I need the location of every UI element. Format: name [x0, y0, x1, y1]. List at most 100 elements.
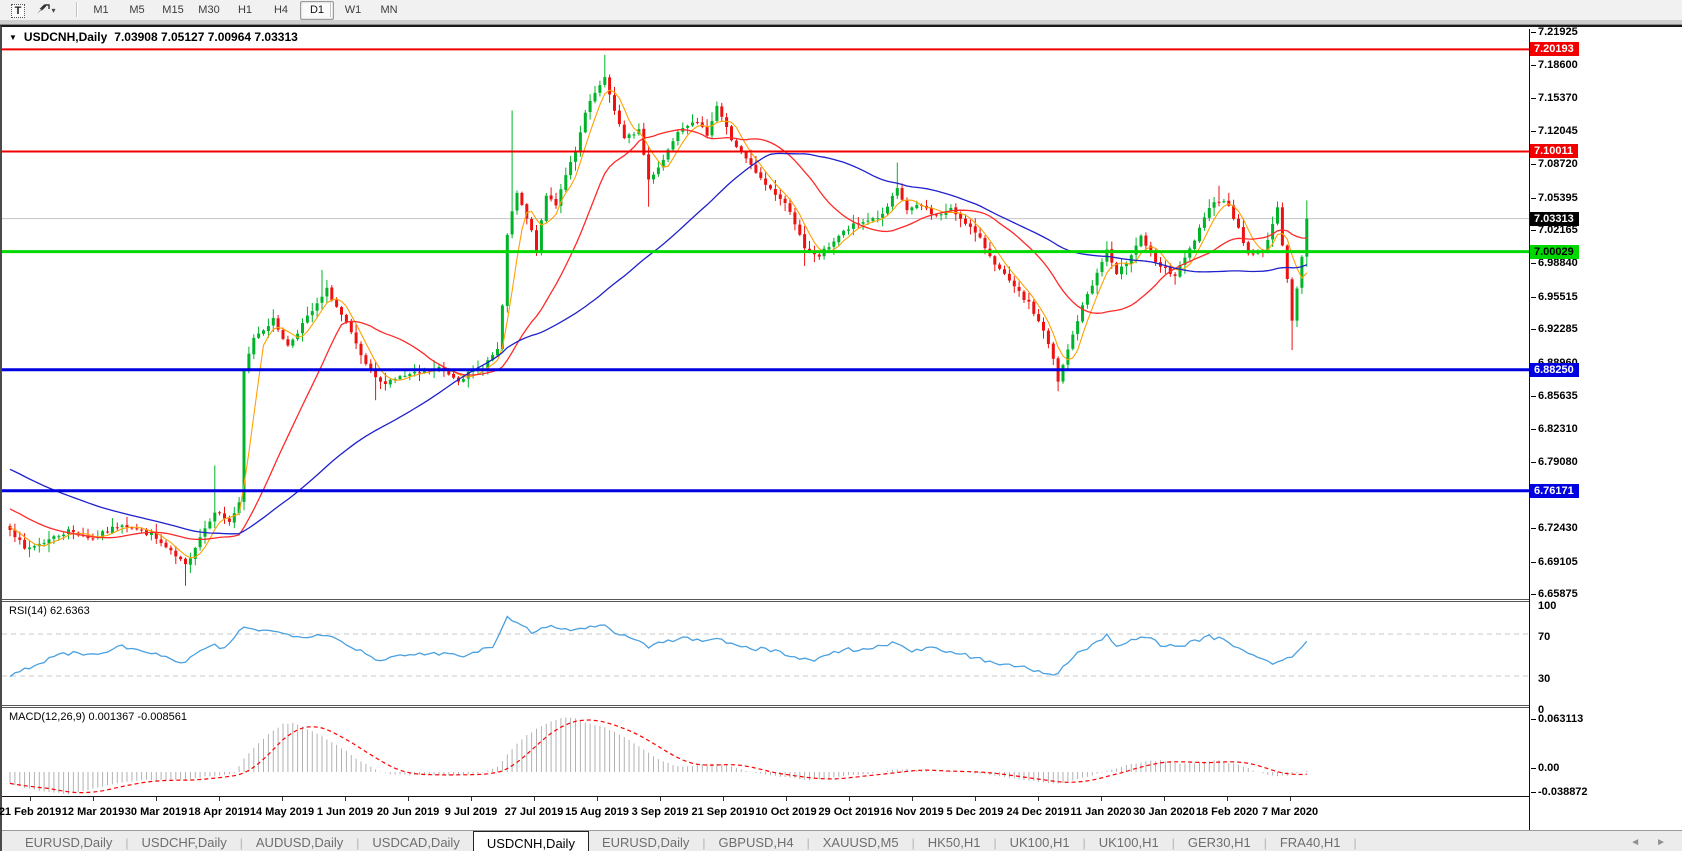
macd-scale-label: -0.038872: [1538, 786, 1588, 798]
scale-tick: [1531, 396, 1536, 397]
timeframe-button-mn[interactable]: MN: [380, 4, 398, 16]
date-label: 18 Feb 2020: [1195, 806, 1259, 818]
date-label: 5 Dec 2019: [946, 806, 1004, 818]
tab-scroll-right-icon[interactable]: ►: [1656, 837, 1666, 848]
tab-scroll-left-icon[interactable]: ◄: [1630, 837, 1641, 848]
chart-tab-xauusd-m5[interactable]: XAUUSD,M5: [822, 835, 899, 850]
scale-tick: [1531, 768, 1536, 769]
dropdown-caret-icon: ▾: [51, 6, 56, 15]
scale-tick-label: 7.15370: [1538, 92, 1578, 104]
timeframe-button-d1[interactable]: D1: [300, 1, 334, 20]
chart-ohlc-values: 7.03908 7.05127 7.00964 7.03313: [114, 30, 298, 44]
timeframe-button-h4[interactable]: H4: [273, 4, 289, 16]
scale-tick-label: 7.08720: [1538, 158, 1578, 170]
date-label: 12 Mar 2019: [61, 806, 125, 818]
date-tick: [975, 797, 976, 801]
date-tick: [30, 797, 31, 801]
tabs: EURUSD,Daily | USDCHF,Daily | AUDUSD,Daily | U…: [12, 831, 1357, 851]
chart-tab-ger30-h1[interactable]: GER30,H1: [1187, 835, 1251, 850]
date-label: 7 Mar 2020: [1261, 806, 1319, 818]
tab-separator: |: [239, 835, 243, 850]
chart-tab-usdcnh-daily[interactable]: USDCNH,Daily: [472, 831, 589, 851]
chart-tab-gbpusd-h4[interactable]: GBPUSD,H4: [718, 835, 794, 850]
scale-tick: [1531, 429, 1536, 430]
date-tick: [849, 797, 850, 801]
chart-tab-audusd-daily[interactable]: AUDUSD,Daily: [255, 835, 344, 850]
date-tick: [912, 797, 913, 801]
date-label: 30 Jan 2020: [1133, 806, 1195, 818]
date-label: 21 Feb 2019: [0, 806, 62, 818]
timeframe-button-w1[interactable]: W1: [344, 4, 362, 16]
level-price-badge: 7.20193: [1530, 42, 1579, 56]
top-toolbar: T ▾ M1 M5 M15 M30 H1 H4 D1 W1 MN: [0, 0, 1682, 20]
level-price-badge: 7.00029: [1530, 245, 1579, 259]
scale-tick-label: 6.85635: [1538, 390, 1578, 402]
date-label: 1 Jun 2019: [316, 806, 374, 818]
scale-tick-label: 7.21925: [1538, 26, 1578, 38]
date-label: 20 Jun 2019: [376, 806, 440, 818]
arrows-tool-button[interactable]: ▾: [34, 1, 70, 20]
chart-symbol-label: USDCNH,Daily: [23, 30, 108, 44]
date-tick: [534, 797, 535, 801]
chart-tab-uk100-h1[interactable]: UK100,H1: [1009, 835, 1070, 850]
scale-tick: [1531, 230, 1536, 231]
date-tick: [93, 797, 94, 801]
tab-separator: |: [1171, 835, 1175, 850]
rsi-scale-label: 100: [1538, 600, 1557, 612]
scale-tick: [1531, 528, 1536, 529]
scale-tick-label: 6.65875: [1538, 588, 1578, 600]
arrows-icon: [37, 4, 50, 14]
date-tick: [471, 797, 472, 801]
tab-separator: |: [125, 835, 129, 850]
scale-tick: [1531, 562, 1536, 563]
timeframe-button-m15[interactable]: M15: [162, 4, 184, 16]
chart-tab-fra40-h1[interactable]: FRA40,H1: [1279, 835, 1341, 850]
macd-panel[interactable]: MACD(12,26,9) 0.001367 -0.008561: [2, 705, 1529, 796]
scale-tick: [1531, 131, 1536, 132]
price-scale[interactable]: 7.21925 7.18600 7.15370 7.12045 7.08720 7.053…: [1529, 26, 1682, 830]
scale-tick-label: 7.12045: [1538, 125, 1578, 137]
chart-tab-usdchf-daily[interactable]: USDCHF,Daily: [141, 835, 227, 850]
timeframe-button-h1[interactable]: H1: [237, 4, 253, 16]
main-price-chart[interactable]: [2, 29, 1529, 599]
scale-tick: [1531, 98, 1536, 99]
scale-tick-label: 6.98840: [1538, 257, 1578, 269]
tab-separator: |: [702, 835, 706, 850]
date-tick: [219, 797, 220, 801]
scale-tick: [1531, 198, 1536, 199]
timeframe-button-m5[interactable]: M5: [129, 4, 145, 16]
rsi-panel[interactable]: RSI(14) 62.6363: [2, 599, 1529, 705]
scale-tick: [1531, 32, 1536, 33]
chart-tab-usdcad-daily[interactable]: USDCAD,Daily: [372, 835, 460, 850]
tab-separator: |: [1353, 835, 1357, 850]
scale-tick: [1531, 594, 1536, 595]
level-price-badge: 6.76171: [1530, 484, 1579, 498]
rsi-line: [9, 615, 1308, 678]
chart-tab-eurusd-daily[interactable]: EURUSD,Daily: [601, 835, 690, 850]
date-label: 16 Nov 2019: [880, 806, 944, 818]
timeframe-button-m1[interactable]: M1: [93, 4, 109, 16]
moving-average-line: [9, 152, 1308, 535]
macd-scale-label: 0.063113: [1538, 713, 1584, 725]
date-label: 30 Mar 2019: [124, 806, 188, 818]
scale-tick: [1531, 65, 1536, 66]
chart-tab-eurusd-daily[interactable]: EURUSD,Daily: [25, 835, 113, 850]
toolbar-splitter: [0, 20, 1682, 25]
scale-tick-label: 6.92285: [1538, 323, 1578, 335]
timeframe-button-m30[interactable]: M30: [198, 4, 220, 16]
date-axis[interactable]: 21 Feb 2019 12 Mar 2019 30 Mar 2019 18 Apr …: [0, 796, 1529, 831]
chart-tab-hk50-h1[interactable]: HK50,H1: [927, 835, 981, 850]
date-label: 14 May 2019: [249, 806, 315, 818]
date-label: 11 Jan 2020: [1070, 806, 1132, 818]
chart-tab-uk100-h1[interactable]: UK100,H1: [1098, 835, 1159, 850]
date-tick: [1227, 797, 1228, 801]
tab-scroll-arrows: ◄ ►: [1630, 831, 1682, 851]
rsi-svg: [2, 615, 1529, 678]
tab-separator: |: [356, 835, 360, 850]
collapse-triangle-icon[interactable]: ▼: [9, 32, 17, 42]
macd-scale-label: 0.00: [1538, 762, 1560, 774]
text-tool-button[interactable]: T: [6, 1, 30, 20]
date-tick: [282, 797, 283, 801]
scale-tick: [1531, 297, 1536, 298]
